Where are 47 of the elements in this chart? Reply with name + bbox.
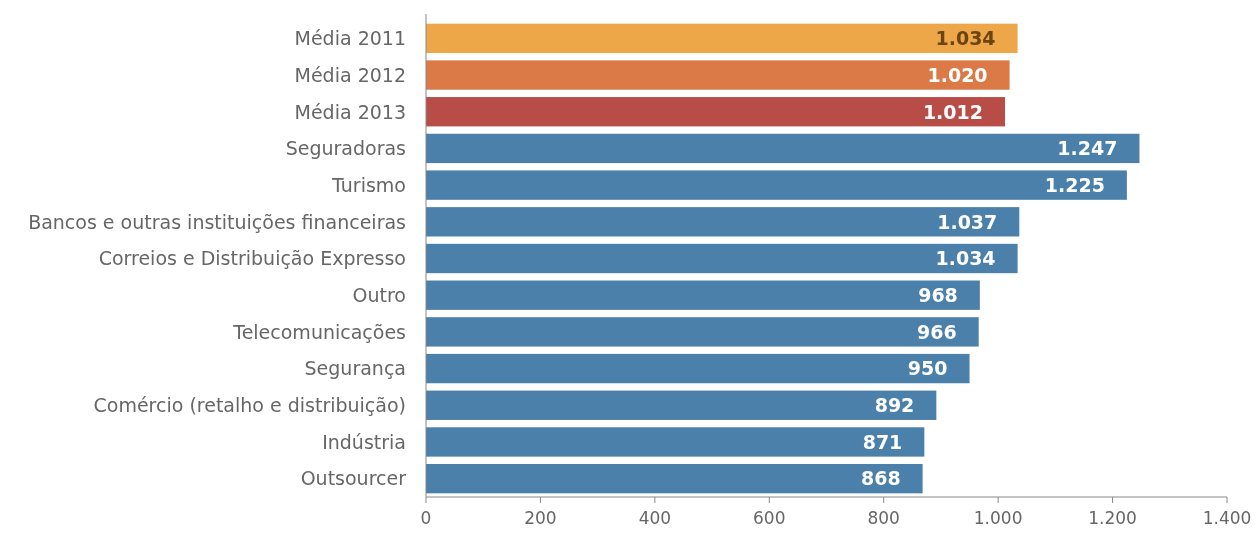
data-label: 1.020	[927, 63, 988, 86]
y-tick-label: Média 2013	[294, 100, 406, 123]
bar	[426, 60, 1010, 90]
data-label: 968	[918, 284, 958, 307]
data-label: 950	[907, 357, 948, 380]
x-tick-label: 600	[753, 508, 786, 528]
y-tick-label: Indústria	[322, 430, 406, 453]
y-tick-label: Média 2011	[294, 27, 406, 50]
bar	[426, 97, 1006, 127]
data-label: 1.225	[1044, 173, 1105, 196]
bar	[426, 280, 980, 310]
bar	[426, 390, 937, 420]
bar	[426, 463, 923, 494]
bar	[426, 353, 970, 384]
y-tick-label: Comércio (retalho e distribuição)	[93, 394, 406, 417]
y-tick-label: Outsourcer	[300, 467, 407, 490]
x-tick-label: 400	[638, 508, 672, 528]
x-tick-label: 1.000	[973, 508, 1023, 528]
x-tick-label: 1.400	[1202, 508, 1252, 528]
data-label: 871	[862, 430, 903, 453]
x-tick-label: 200	[524, 508, 557, 528]
bar	[426, 243, 1018, 274]
bar	[426, 23, 1018, 54]
y-tick-label: Segurança	[304, 357, 406, 380]
data-label: 868	[860, 467, 901, 490]
y-tick-label: Seguradoras	[285, 137, 406, 160]
data-label: 1.247	[1057, 137, 1118, 160]
data-label: 966	[917, 320, 957, 343]
data-label: 1.037	[937, 210, 998, 233]
bar	[426, 133, 1140, 164]
y-tick-label: Telecomunicações	[232, 320, 406, 343]
y-tick-label: Bancos e outras instituições financeiras	[28, 210, 406, 233]
x-tick-label: 1.200	[1088, 508, 1137, 528]
y-tick-label: Média 2012	[294, 63, 406, 86]
bar	[426, 207, 1020, 237]
bar	[426, 317, 979, 347]
data-label: 1.034	[935, 247, 996, 270]
y-tick-label: Outro	[352, 284, 406, 307]
data-label: 1.012	[922, 100, 984, 123]
data-label: 892	[874, 394, 915, 417]
data-label: 1.034	[935, 27, 996, 50]
bar	[426, 427, 925, 457]
x-tick-label: 800	[867, 508, 900, 528]
y-tick-label: Turismo	[331, 173, 406, 196]
bar	[426, 170, 1127, 200]
y-tick-label: Correios e Distribuição Expresso	[98, 247, 406, 270]
x-tick-label: 0	[420, 508, 432, 528]
